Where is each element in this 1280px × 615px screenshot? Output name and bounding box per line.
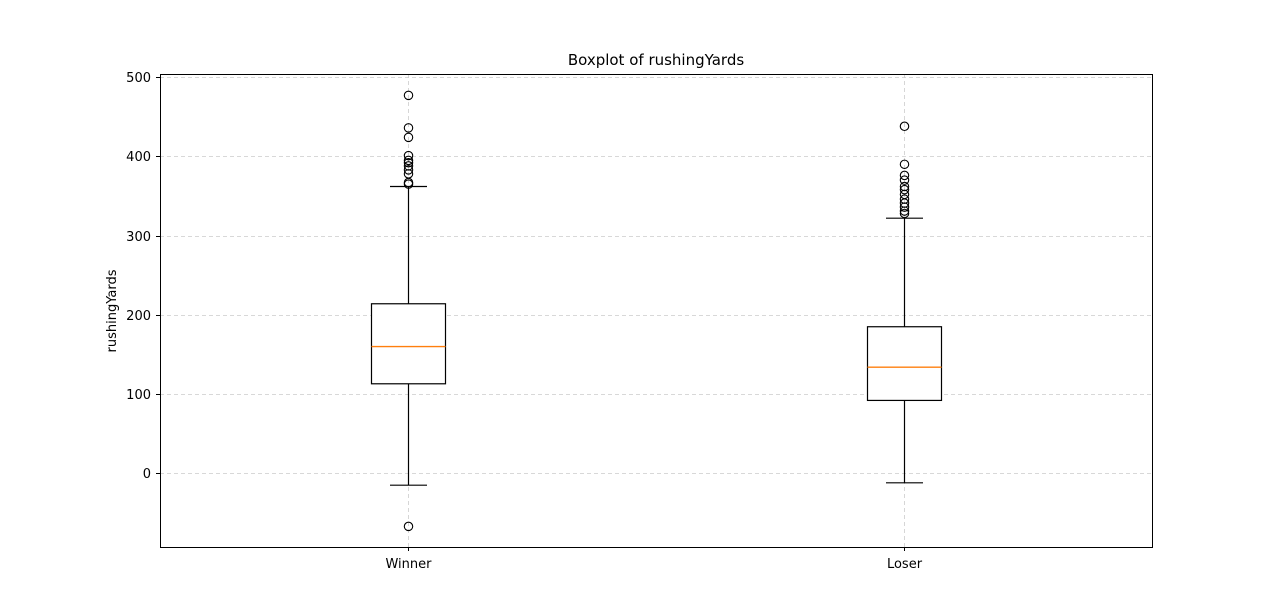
chart-title: Boxplot of rushingYards [568,51,745,69]
grid-lines [160,74,1152,547]
iqr-box [370,303,447,385]
outlier-point [899,208,910,219]
x-tick-label: Loser [887,557,923,572]
outlier-point [899,121,910,132]
outlier-point [403,123,414,133]
y-axis-label: rushingYards [105,269,120,352]
outlier-point [899,184,910,195]
iqr-box [866,326,943,402]
box-group-loser [866,121,943,484]
y-tick-label: 100 [126,388,151,403]
y-tick-label: 300 [126,230,151,245]
axes: 0 100 200 300 400 500 Winner Loser [126,71,923,572]
outlier-point [403,157,414,168]
outlier-point [403,150,414,161]
boxes [370,90,943,532]
outlier-point [899,175,910,185]
outlier-point [403,161,414,171]
outlier-point [403,132,414,143]
outlier-point [403,521,414,532]
y-tick-label: 0 [143,467,151,482]
x-tick-label: Winner [385,557,432,572]
outlier-point [403,165,414,175]
y-tick-label: 500 [126,71,151,86]
outlier-point [899,159,910,170]
outlier-point [899,194,910,204]
y-tick-label: 400 [126,150,151,165]
y-tick-label: 200 [126,309,151,324]
outlier-point [899,170,910,181]
outlier-point [899,181,910,192]
box-group-winner [370,90,447,532]
outlier-point [403,90,414,101]
outlier-point [403,155,414,166]
plot-area-frame [160,74,1153,548]
